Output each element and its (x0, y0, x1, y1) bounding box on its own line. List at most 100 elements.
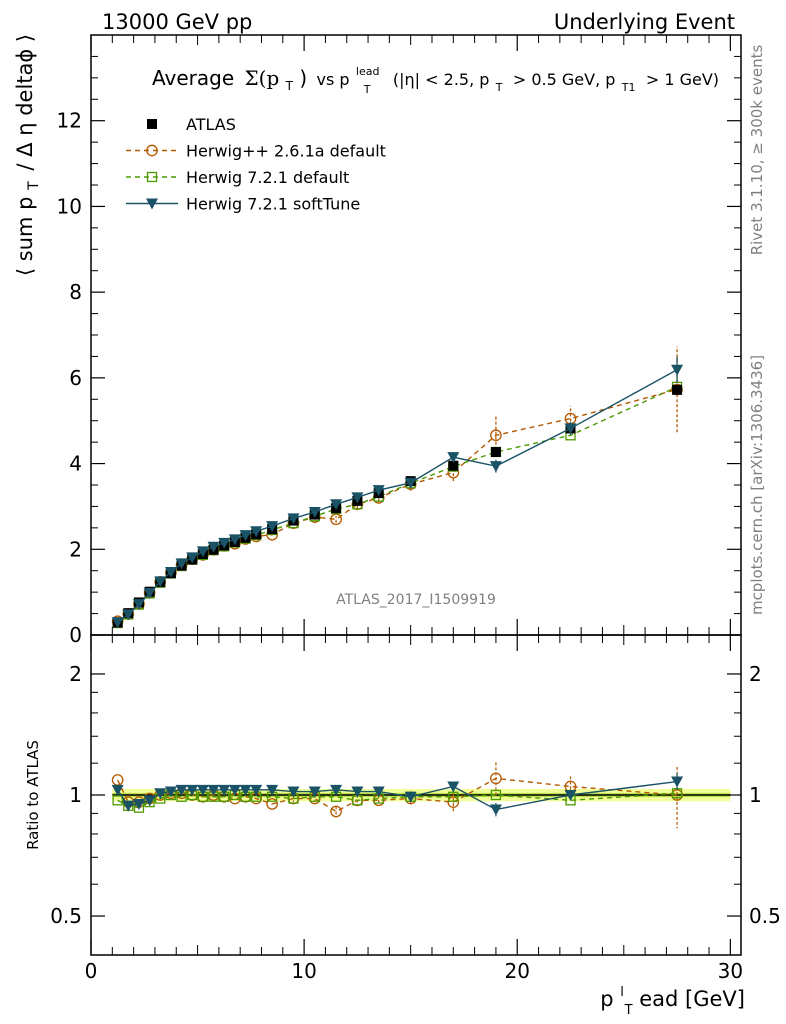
data-point (448, 460, 459, 471)
xlabel-p: p (600, 987, 613, 1011)
ratio-data-point (330, 784, 343, 796)
ratio-data-point (175, 784, 188, 796)
ratio-data-point (489, 804, 502, 816)
data-point (372, 485, 385, 497)
ratio-ytick-label: 2 (69, 662, 82, 686)
series-line-herwig-7-2-1-softtune (117, 369, 678, 623)
ratio-data-point (132, 798, 145, 810)
xlabel-rest: ead [GeV] (639, 987, 745, 1011)
data-point (228, 534, 241, 546)
data-point (404, 477, 417, 489)
data-point (287, 513, 300, 525)
data-point (132, 599, 145, 611)
ratio-series-layer (111, 762, 684, 829)
data-point (175, 558, 188, 570)
ratio-data-point (330, 805, 342, 818)
header-left: 13000 GeV pp (102, 10, 252, 34)
xlabel-sup: l (620, 985, 624, 1000)
legend-entry-herwig-7-2-1-softtune: Herwig 7.2.1 softTune (126, 195, 360, 214)
main-ytick-label: 4 (69, 452, 82, 476)
legend-label: Herwig 7.2.1 softTune (186, 195, 360, 214)
xtick-label: 0 (85, 959, 98, 983)
ratio-data-point (122, 800, 135, 812)
ylabel-ratio: Ratio to ATLAS (24, 740, 42, 850)
data-point (266, 521, 279, 533)
main-ytick-label: 10 (57, 194, 82, 218)
ratio-data-point (143, 795, 156, 807)
data-point (308, 507, 321, 518)
data-point (196, 546, 209, 558)
legend-marker (146, 144, 158, 157)
data-point (490, 447, 501, 457)
data-point (250, 526, 263, 538)
main-ytick-label: 6 (69, 366, 82, 390)
title-cuts-1-sub: T (495, 81, 503, 94)
legend-entry-atlas: ATLAS (147, 115, 236, 134)
ratio-data-point (447, 796, 460, 808)
ylabel-main-sub: T (26, 181, 42, 191)
legend-label: Herwig++ 2.6.1a default (186, 142, 386, 161)
ratio-data-point (228, 784, 241, 796)
data-point (218, 537, 231, 549)
data-point (239, 530, 252, 542)
data-point (164, 567, 177, 578)
title-sigma-sub: T (285, 79, 294, 93)
series-herwig-7-2-1-default (112, 381, 683, 629)
ylabel-main: ⟨ sum p T / Δ η deltaϕ ⟩ (13, 34, 43, 276)
data-point (111, 617, 124, 629)
xtick-label: 30 (718, 959, 743, 983)
ratio-data-point (196, 784, 209, 796)
title-vs-sup: lead (356, 65, 380, 78)
ratio-data-point (404, 791, 417, 803)
data-point (447, 452, 460, 464)
ratio-data-point (164, 786, 177, 798)
ratio-data-point (490, 789, 502, 801)
ratio-data-point (490, 772, 502, 785)
ratio-data-point (287, 786, 300, 798)
ratio-data-point (250, 784, 263, 796)
ratio-data-point (154, 788, 167, 800)
header-right: Underlying Event (554, 10, 735, 34)
ratio-data-point (447, 781, 460, 793)
data-point (489, 461, 502, 473)
ylabel-main-text: ⟨ sum p (13, 197, 37, 277)
legend-label: Herwig 7.2.1 default (186, 168, 349, 187)
legend-label: ATLAS (186, 115, 236, 134)
legend-marker (147, 119, 157, 129)
xlabel: p l T ead [GeV] (600, 977, 745, 1019)
analysis-watermark: ATLAS_2017_I1509919 (336, 592, 496, 608)
legend-entry-herwig-7-2-1-default: Herwig 7.2.1 default (126, 168, 349, 187)
ratio-data-point (266, 784, 279, 796)
ratio-data-point (671, 776, 684, 788)
series-herwig-7-2-1-softtune (111, 356, 684, 629)
legend: ATLAS Herwig++ 2.6.1a default Herwig 7.2.1… (126, 115, 386, 214)
ratio-data-point (308, 786, 321, 798)
title-cuts-2-sub: T1 (621, 81, 636, 94)
title-cuts-3: > 1 GeV) (646, 70, 719, 89)
main-ytick-label: 0 (69, 623, 82, 647)
data-point (490, 429, 502, 442)
ratio-ytick-label: 1 (69, 783, 82, 807)
title-sigma: Σ(p (245, 66, 280, 90)
data-point (207, 541, 220, 553)
title-vs: vs p (316, 70, 349, 89)
ratio-data-point (564, 790, 577, 801)
ratio-data-point (239, 784, 252, 796)
legend-entry-herwig-2-6-1a-default: Herwig++ 2.6.1a default (126, 142, 386, 161)
data-point (186, 552, 199, 564)
legend-marker (146, 198, 158, 210)
ratio-data-point (372, 786, 385, 798)
data-point (672, 384, 683, 395)
title-cuts-2: > 0.5 GeV, p (513, 70, 616, 89)
ratio-data-point (266, 798, 278, 810)
ratio-ytick-label: 0.5 (50, 904, 82, 928)
xtick-label: 10 (291, 959, 316, 983)
main-ytick-label: 12 (57, 109, 82, 133)
data-point (351, 492, 364, 504)
title-cuts-1: (|η| < 2.5, p (393, 70, 490, 89)
ratio-uncertainty-band (112, 788, 731, 802)
xtick-label: 20 (505, 959, 530, 983)
data-point (143, 588, 156, 599)
